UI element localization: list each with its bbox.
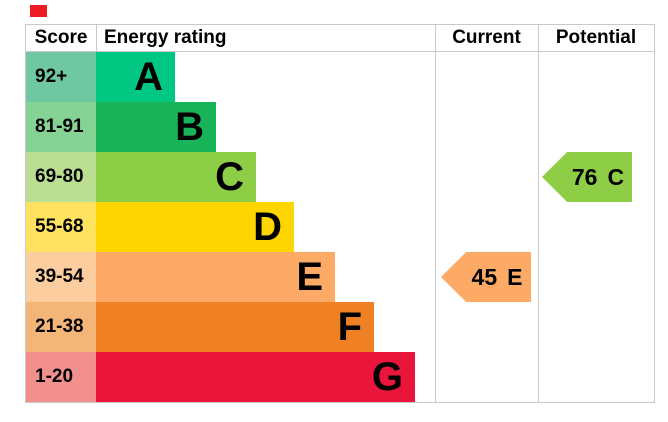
band-bar-f: F xyxy=(96,302,374,352)
band-row-e: 39-54 E xyxy=(26,252,435,302)
current-rating-score: 45 xyxy=(471,263,498,290)
potential-rating-arrow: 76 C xyxy=(542,152,632,202)
band-bar-e: E xyxy=(96,252,335,302)
band-bar-c: C xyxy=(96,152,256,202)
band-score-b: 81-91 xyxy=(26,102,96,152)
score-column-divider xyxy=(96,25,97,52)
potential-column-header: Potential xyxy=(555,27,637,48)
band-score-a: 92+ xyxy=(26,52,96,102)
band-bar-a: A xyxy=(96,52,175,102)
potential-rating-band: C xyxy=(607,163,625,190)
current-rating-band: E xyxy=(507,263,523,290)
band-row-b: 81-91 B xyxy=(26,102,435,152)
band-row-d: 55-68 D xyxy=(26,202,435,252)
band-score-e: 39-54 xyxy=(26,252,96,302)
band-score-g: 1-20 xyxy=(26,352,96,402)
band-bar-g: G xyxy=(96,352,415,402)
band-bar-b: B xyxy=(96,102,216,152)
score-column-header: Score xyxy=(34,27,88,48)
red-marker xyxy=(30,5,47,17)
epc-rating-table: Score Energy rating Current Potential 92… xyxy=(25,24,655,403)
current-rating-arrow: 45 E xyxy=(441,252,531,302)
band-score-d: 55-68 xyxy=(26,202,96,252)
band-score-f: 21-38 xyxy=(26,302,96,352)
band-row-g: 1-20 G xyxy=(26,352,435,402)
current-column-divider xyxy=(435,25,436,402)
band-row-c: 69-80 C xyxy=(26,152,435,202)
table-header-row: Score Energy rating Current Potential xyxy=(26,25,654,52)
band-bar-d: D xyxy=(96,202,294,252)
band-row-f: 21-38 F xyxy=(26,302,435,352)
potential-rating-score: 76 xyxy=(571,163,598,190)
band-score-c: 69-80 xyxy=(26,152,96,202)
energy-rating-column-header: Energy rating xyxy=(104,27,227,48)
band-row-a: 92+ A xyxy=(26,52,435,102)
potential-column-divider xyxy=(538,25,539,402)
current-column-header: Current xyxy=(452,27,521,48)
